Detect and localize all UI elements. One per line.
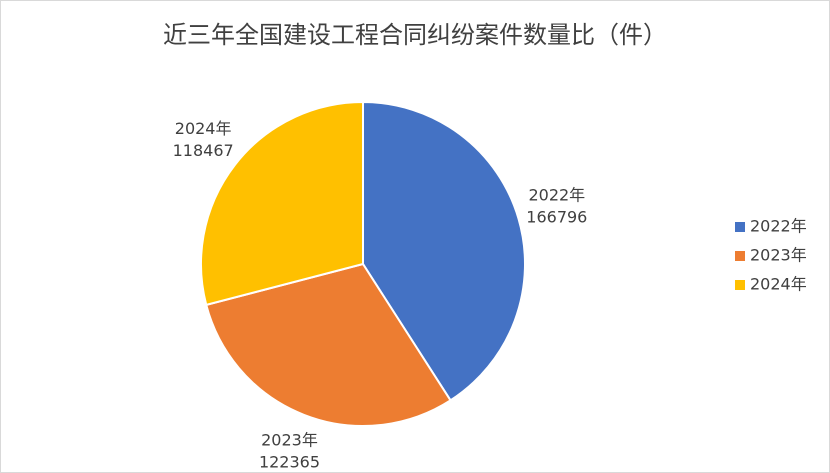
pie-slice [205,262,452,427]
data-label-category: 2024年 [175,119,232,138]
data-label-value: 118467 [173,141,234,160]
legend-swatch [735,251,745,261]
legend-label: 2024年 [750,275,807,294]
data-label-value: 166796 [526,208,587,227]
data-label-value: 122365 [259,453,320,472]
legend-swatch [735,222,745,232]
legend-label: 2023年 [750,246,807,265]
data-label-category: 2023年 [261,431,318,450]
data-label-category: 2022年 [528,186,585,205]
legend-label: 2022年 [750,217,807,236]
chart-title: 近三年全国建设工程合同纠纷案件数量比（件） [163,21,667,49]
pie-slice [200,100,364,307]
legend-swatch [735,280,745,290]
